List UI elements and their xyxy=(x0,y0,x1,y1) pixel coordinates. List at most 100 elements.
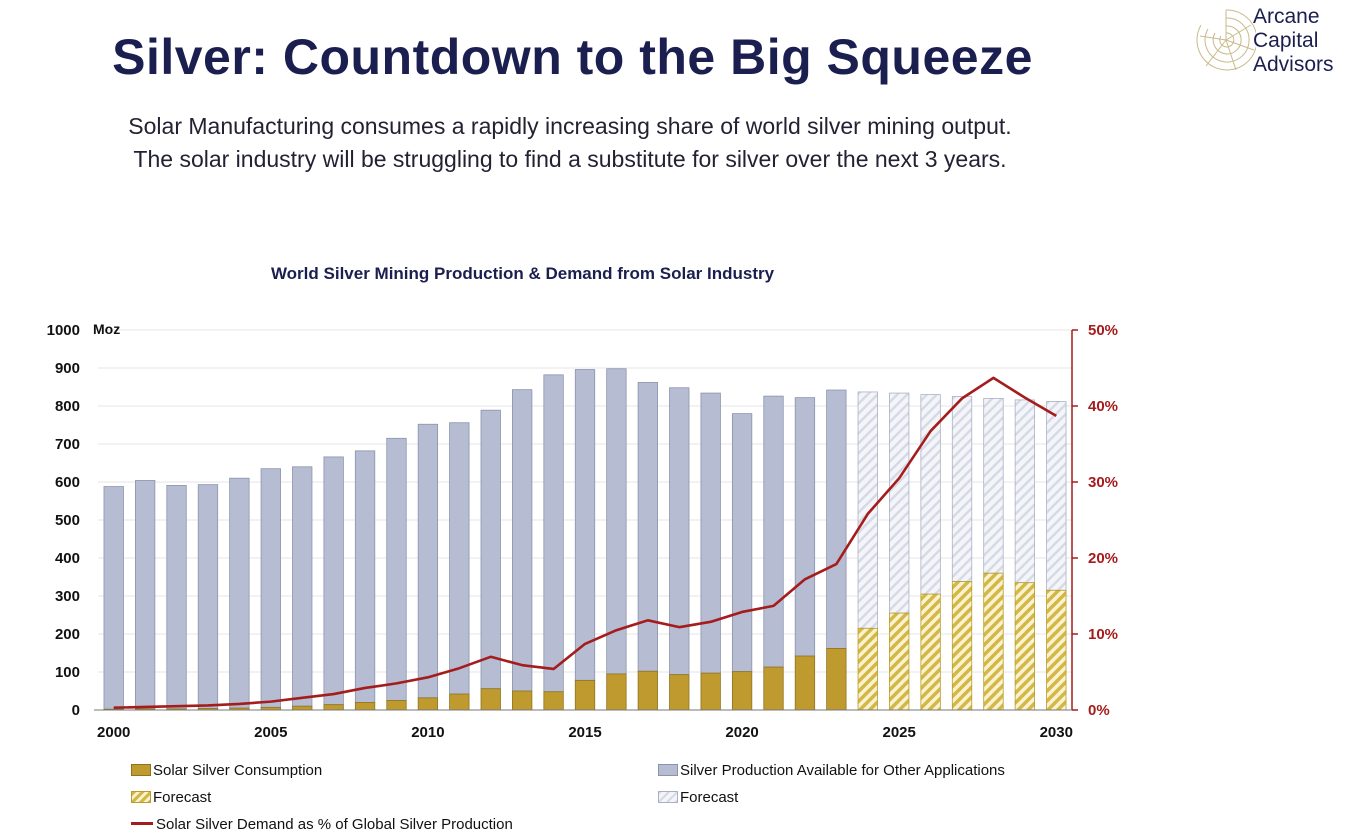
logo-text-line-1: Arcane xyxy=(1253,5,1320,28)
bar-other-forecast xyxy=(889,392,910,614)
logo-text-line-2: Capital xyxy=(1253,29,1319,52)
subtitle-line-2: The solar industry will be struggling to… xyxy=(133,146,1007,172)
bar-solar-consumption xyxy=(386,700,407,711)
y-tick-label-left: 900 xyxy=(55,360,80,377)
legend-line-label: Solar Silver Demand as % of Global Silve… xyxy=(156,816,513,833)
bar-solar-consumption xyxy=(794,655,816,711)
bar-solar-consumption xyxy=(731,671,753,711)
bar-other-applications xyxy=(166,485,187,710)
x-tick-label: 2005 xyxy=(254,724,287,741)
bar-solar-consumption xyxy=(763,666,784,711)
logo-text-line-3: Advisors xyxy=(1253,53,1334,76)
legend-solar-forecast-label: Forecast xyxy=(153,789,212,806)
bar-other-applications xyxy=(794,397,816,657)
company-logo: Arcane Capital Advisors xyxy=(1196,0,1361,80)
y-tick-label-right: 30% xyxy=(1088,474,1118,491)
y-tick-label-left: 100 xyxy=(55,664,80,681)
bar-other-applications xyxy=(417,423,439,699)
x-tick-label: 2025 xyxy=(883,724,916,741)
bar-solar-consumption xyxy=(826,648,847,711)
x-tick-label: 2020 xyxy=(725,724,758,741)
bar-other-applications xyxy=(323,456,344,706)
x-tick-label: 2000 xyxy=(97,724,130,741)
subtitle-line-1: Solar Manufacturing consumes a rapidly i… xyxy=(128,113,1012,139)
bar-other-applications xyxy=(260,468,281,708)
bar-solar-consumption xyxy=(637,670,658,711)
bar-other-applications xyxy=(669,387,690,676)
y-tick-label-right: 0% xyxy=(1088,702,1110,719)
y-tick-label-right: 40% xyxy=(1088,398,1118,415)
bar-solar-consumption xyxy=(449,693,470,711)
bar-other-forecast xyxy=(857,391,878,629)
bar-other-forecast xyxy=(983,398,1004,574)
bar-solar-consumption xyxy=(480,688,501,711)
bar-other-applications xyxy=(763,395,784,668)
x-tick-label: 2010 xyxy=(411,724,444,741)
chart-title: World Silver Mining Production & Demand … xyxy=(270,264,775,283)
bar-other-applications xyxy=(292,466,313,707)
legend-solar-swatch xyxy=(131,764,151,776)
bar-solar-forecast xyxy=(857,627,878,711)
legend-solar-forecast: Forecast xyxy=(131,789,211,806)
y-tick-label-left: 200 xyxy=(55,626,80,643)
legend-solar-label: Solar Silver Consumption xyxy=(153,762,323,779)
y-tick-label-left: 600 xyxy=(55,474,80,491)
bar-other-applications xyxy=(103,486,124,710)
bar-other-applications xyxy=(354,450,376,703)
bar-other-forecast xyxy=(1014,399,1036,584)
x-tick-label: 2015 xyxy=(568,724,601,741)
bar-other-applications xyxy=(826,389,847,649)
bar-other-applications xyxy=(700,392,721,674)
bar-solar-forecast xyxy=(951,581,973,711)
bar-other-applications xyxy=(574,369,596,681)
bar-solar-consumption xyxy=(669,674,690,711)
y-tick-label-left: 0 xyxy=(72,702,80,719)
bar-solar-forecast xyxy=(1046,589,1067,711)
bar-solar-consumption xyxy=(323,704,344,711)
y-tick-label-left: 800 xyxy=(55,398,80,415)
bar-solar-consumption xyxy=(606,673,627,711)
bar-other-applications xyxy=(229,477,250,709)
y-tick-label-right: 10% xyxy=(1088,626,1118,643)
y-tick-label-left: 400 xyxy=(55,550,80,567)
legend-other-forecast-swatch xyxy=(658,791,678,803)
legend-other-forecast-label: Forecast xyxy=(680,789,739,806)
bar-solar-consumption xyxy=(700,672,721,711)
bar-solar-consumption xyxy=(292,705,313,711)
legend-line-swatch xyxy=(131,822,153,825)
legend-other-forecast: Forecast xyxy=(658,789,738,806)
bar-solar-forecast xyxy=(1014,582,1036,711)
bar-other-forecast xyxy=(951,396,973,582)
y-tick-label-left: 1000 xyxy=(47,322,80,339)
bar-solar-consumption xyxy=(543,691,564,711)
y-tick-label-right: 20% xyxy=(1088,550,1118,567)
bar-solar-consumption xyxy=(354,701,376,711)
bar-other-applications xyxy=(637,382,658,672)
bar-solar-consumption xyxy=(574,679,596,711)
y-axis-unit-label: Moz xyxy=(93,321,120,337)
chart-area: 0 100 200 300 400 500 600 700 800 900 1000 0% 10% 20%… xyxy=(47,321,1118,741)
legend-line: Solar Silver Demand as % of Global Silve… xyxy=(131,816,513,833)
bar-other-applications xyxy=(197,484,219,709)
page-title: Silver: Countdown to the Big Squeeze xyxy=(112,29,1033,85)
legend-solar: Solar Silver Consumption xyxy=(131,762,322,779)
bar-other-applications xyxy=(134,480,156,710)
bar-solar-forecast xyxy=(889,612,910,711)
bar-other-applications xyxy=(543,374,564,693)
bar-solar-consumption xyxy=(512,690,533,711)
legend-solar-forecast-swatch xyxy=(131,791,151,803)
y-tick-label-left: 300 xyxy=(55,588,80,605)
bar-solar-consumption xyxy=(417,697,439,711)
bar-other-applications xyxy=(731,413,753,673)
x-tick-label: 2030 xyxy=(1040,724,1073,741)
nautilus-shell-icon xyxy=(1196,9,1258,71)
bar-other-applications xyxy=(449,422,470,695)
bar-other-applications xyxy=(386,437,407,701)
bar-solar-forecast xyxy=(983,572,1004,711)
legend-other-label: Silver Production Available for Other Ap… xyxy=(680,762,1005,779)
bar-solar-forecast xyxy=(920,593,941,711)
bar-other-applications xyxy=(512,389,533,692)
legend-other: Silver Production Available for Other Ap… xyxy=(658,762,1005,779)
bar-other-applications xyxy=(480,409,501,690)
y-tick-label-left: 500 xyxy=(55,512,80,529)
